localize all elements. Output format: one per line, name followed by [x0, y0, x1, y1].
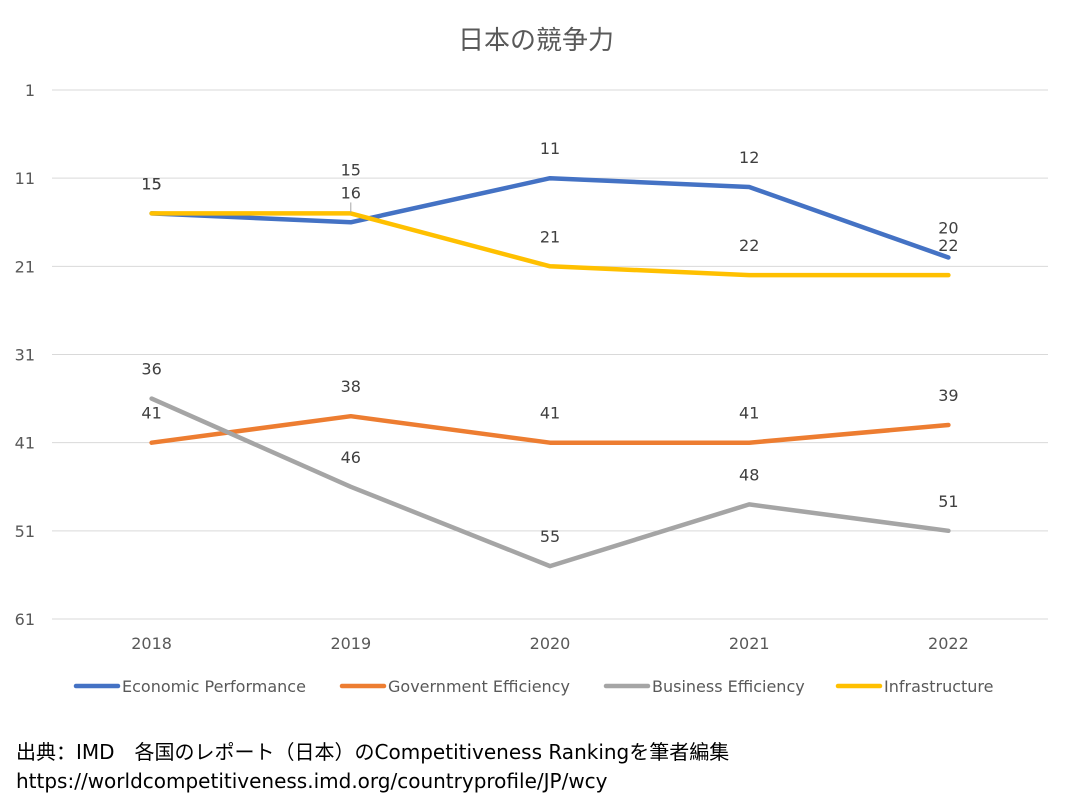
- series-line-economic-performance: [149, 175, 951, 260]
- chart-title: 日本の競争力: [458, 26, 614, 56]
- data-label-government-efficiency-2019: 38: [341, 377, 361, 396]
- legend-label-economic-performance: Economic Performance: [122, 677, 306, 696]
- data-label-economic-performance-2022: 20: [938, 219, 958, 238]
- data-label-business-efficiency-2018: 36: [141, 360, 161, 379]
- source-url: https://worldcompetitiveness.imd.org/cou…: [16, 769, 608, 793]
- y-tick-label-21: 21: [15, 257, 35, 276]
- data-label-economic-performance-2018: 15: [141, 174, 161, 193]
- legend-label-business-efficiency: Business Efficiency: [652, 677, 805, 696]
- data-label-government-efficiency-2022: 39: [938, 386, 958, 405]
- data-label-government-efficiency-2021: 41: [739, 404, 759, 423]
- data-label-business-efficiency-2019: 46: [341, 448, 361, 467]
- data-label-infrastructure-2022: 22: [938, 236, 958, 255]
- source-line: 出典：IMD 各国のレポート（日本）のCompetitiveness Ranki…: [16, 740, 730, 764]
- legend-label-government-efficiency: Government Efficiency: [388, 677, 570, 696]
- x-tick-label-2022: 2022: [928, 634, 969, 653]
- legend-item-government-efficiency: Government Efficiency: [339, 677, 570, 696]
- data-label-infrastructure-2020: 21: [540, 227, 560, 246]
- data-label-economic-performance-2019: 16: [341, 183, 361, 202]
- y-tick-label-1: 1: [25, 81, 35, 100]
- legend-item-infrastructure: Infrastructure: [835, 677, 993, 696]
- series-line-business-efficiency: [149, 396, 951, 569]
- data-label-government-efficiency-2020: 41: [540, 404, 560, 423]
- source-note: 出典：IMD 各国のレポート（日本）のCompetitiveness Ranki…: [16, 738, 729, 796]
- y-tick-label-31: 31: [15, 346, 35, 365]
- data-label-infrastructure-2019: 15: [341, 160, 361, 179]
- legend-label-infrastructure: Infrastructure: [884, 677, 993, 696]
- data-label-government-efficiency-2018: 41: [141, 404, 161, 423]
- data-label-economic-performance-2020: 11: [540, 139, 560, 158]
- x-tick-label-2019: 2019: [330, 634, 371, 653]
- data-label-business-efficiency-2022: 51: [938, 492, 958, 511]
- x-tick-label-2021: 2021: [729, 634, 770, 653]
- x-tick-label-2020: 2020: [530, 634, 571, 653]
- y-tick-label-61: 61: [15, 610, 35, 629]
- data-label-business-efficiency-2020: 55: [540, 527, 560, 546]
- legend-item-economic-performance: Economic Performance: [73, 677, 306, 696]
- x-tick-label-2018: 2018: [131, 634, 172, 653]
- series-line-infrastructure: [149, 211, 951, 278]
- legend-item-business-efficiency: Business Efficiency: [603, 677, 805, 696]
- series-line-government-efficiency: [149, 413, 951, 445]
- y-tick-label-11: 11: [15, 169, 35, 188]
- x-axis: 2018 2019 2020 2021 2022: [131, 634, 969, 653]
- y-tick-label-51: 51: [15, 522, 35, 541]
- data-label-economic-performance-2021: 12: [739, 148, 759, 167]
- data-label-infrastructure-2021: 22: [739, 236, 759, 255]
- y-tick-label-41: 41: [15, 434, 35, 453]
- legend: Economic Performance Government Efficienc…: [73, 677, 993, 696]
- data-label-infrastructure-2018: 15: [141, 174, 161, 193]
- data-label-business-efficiency-2021: 48: [739, 465, 759, 484]
- series-lines: [149, 175, 951, 569]
